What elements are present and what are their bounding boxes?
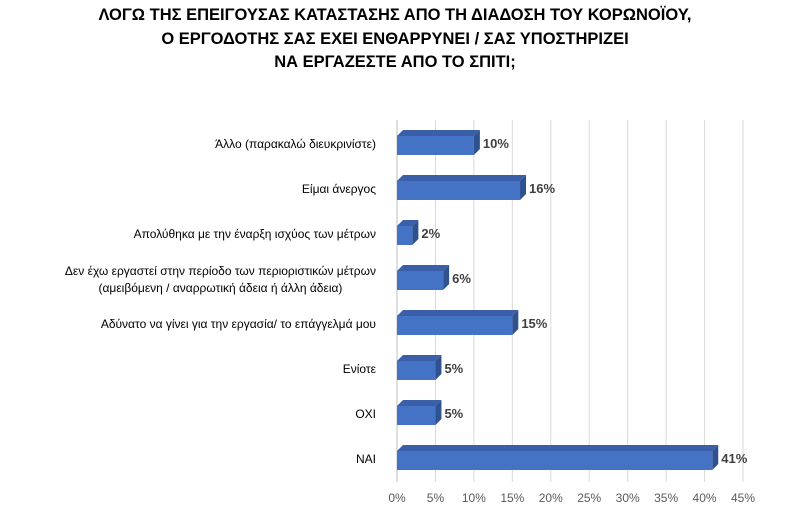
bar <box>397 136 474 155</box>
category-label-line: Είμαι άνεργος <box>301 182 376 196</box>
bar-top-face <box>397 175 527 181</box>
category-label-line: Αδύνατο να γίνει για την εργασία/ το επά… <box>100 317 376 331</box>
x-tick-label: 30% <box>616 491 640 505</box>
category-label: ΟΧΙ <box>355 406 376 423</box>
data-label: 10% <box>483 136 509 151</box>
x-tick-label: 40% <box>693 491 717 505</box>
bar <box>397 271 444 290</box>
bar-top-face <box>397 130 480 136</box>
category-label-line: Δεν έχω εργαστεί στην περίοδο των περιορ… <box>64 263 376 278</box>
data-label: 16% <box>529 181 555 196</box>
x-tick-label: 25% <box>577 491 601 505</box>
data-label: 6% <box>452 271 471 286</box>
category-label: Είμαι άνεργος <box>302 181 376 198</box>
bar <box>397 406 436 425</box>
bar-side-face <box>473 130 480 155</box>
x-tick-label: 20% <box>539 491 563 505</box>
category-label: Αδύνατο να γίνει για την εργασία/ το επά… <box>101 316 376 333</box>
data-label: 5% <box>444 361 463 376</box>
x-tick-label: 10% <box>462 491 486 505</box>
x-tick-label: 0% <box>388 491 406 505</box>
chart-title-line: Ο ΕΡΓΟΔΟΤΗΣ ΣΑΣ ΕΧΕΙ ΕΝΘΑΡΡΥΝΕΙ / ΣΑΣ ΥΠ… <box>161 29 629 48</box>
x-tick-label: 15% <box>500 491 524 505</box>
category-label: Δεν έχω εργαστεί στην περίοδο των περιορ… <box>65 263 376 297</box>
category-label-line: ΝΑΙ <box>355 452 376 466</box>
bar <box>397 181 521 200</box>
chart-title: ΛΟΓΩ ΤΗΣ ΕΠΕΙΓΟΥΣΑΣ ΚΑΤΑΣΤΑΣΗΣ ΑΠΟ ΤΗ ΔΙ… <box>0 4 790 75</box>
category-label: Ενίοτε <box>343 361 376 378</box>
category-label-line: Απολύθηκα με την έναρξη ισχύος των μέτρω… <box>133 227 376 241</box>
bar <box>397 226 413 245</box>
category-label-line: ΟΧΙ <box>355 407 376 421</box>
bar-top-face <box>397 220 419 226</box>
bar-side-face <box>435 400 442 425</box>
bar-side-face <box>520 175 527 200</box>
bar-side-face <box>712 445 719 470</box>
x-tick-label: 35% <box>654 491 678 505</box>
bar-top-face <box>397 445 719 451</box>
bar <box>397 361 436 380</box>
chart-title-line: ΝΑ ΕΡΓΑΖΕΣΤΕ ΑΠΟ ΤΟ ΣΠΙΤΙ; <box>274 53 516 71</box>
bar-top-face <box>397 355 442 361</box>
bar-top-face <box>397 310 519 316</box>
data-label: 5% <box>444 406 463 421</box>
bar-side-face <box>512 310 519 335</box>
category-label-line: Άλλο (παρακαλώ διευκρινίστε) <box>215 137 376 151</box>
bar-top-face <box>397 265 450 271</box>
bar <box>397 316 513 335</box>
chart-title-line: ΛΟΓΩ ΤΗΣ ΕΠΕΙΓΟΥΣΑΣ ΚΑΤΑΣΤΑΣΗΣ ΑΠΟ ΤΗ ΔΙ… <box>98 6 692 24</box>
category-label: ΝΑΙ <box>356 451 376 468</box>
x-tick-label: 5% <box>427 491 445 505</box>
bar <box>397 451 713 470</box>
bar-side-face <box>435 355 442 380</box>
category-label-line: Ενίοτε <box>342 362 376 376</box>
category-label: Απολύθηκα με την έναρξη ισχύος των μέτρω… <box>134 226 376 243</box>
data-label: 15% <box>521 316 547 331</box>
category-label-line: (αμειβόμενη / αναρρωτική άδεια ή άλλη άδ… <box>98 280 343 295</box>
bar-side-face <box>412 220 419 245</box>
category-label: Άλλο (παρακαλώ διευκρινίστε) <box>215 136 376 153</box>
data-label: 41% <box>721 451 747 466</box>
x-tick-label: 45% <box>731 491 755 505</box>
bar-top-face <box>397 400 442 406</box>
data-label: 2% <box>421 226 440 241</box>
bar-side-face <box>443 265 450 290</box>
